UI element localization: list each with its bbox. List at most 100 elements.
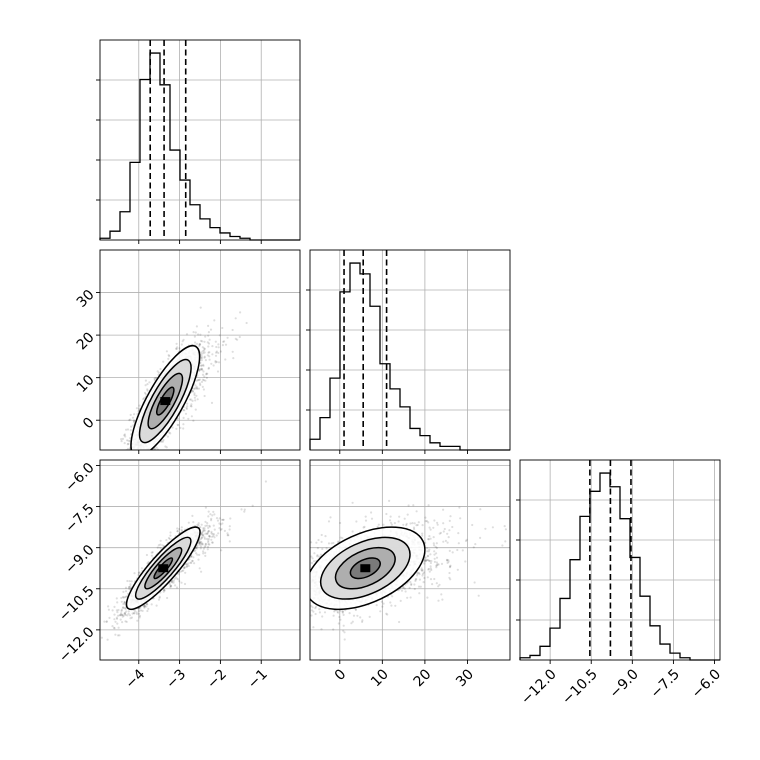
scatter-point [175,342,178,345]
scatter-point [144,384,147,387]
scatter-point [207,526,210,530]
scatter-point [208,524,211,527]
scatter-point [153,377,156,380]
scatter-point [122,602,125,606]
scatter-point [176,527,179,530]
scatter-point [316,547,319,550]
scatter-point [179,426,182,429]
scatter-point [127,587,131,590]
scatter-point [211,541,214,544]
scatter-point [171,581,174,584]
scatter-point [306,617,308,619]
scatter-point [137,573,140,577]
scatter-point [203,529,206,532]
scatter-point [212,534,215,538]
scatter-point [188,398,192,401]
scatter-point [157,371,160,374]
scatter-point [105,620,108,623]
scatter-point [185,333,189,336]
scatter-point [202,370,205,373]
scatter-point [182,409,185,412]
scatter-point [220,549,223,552]
scatter-point [228,525,231,528]
scatter-point [204,379,207,382]
scatter-point [204,359,207,362]
scatter-point [139,609,143,612]
scatter-point [215,345,218,349]
scatter-point [144,379,147,382]
scatter-point [126,579,129,583]
scatter-point [111,609,114,612]
scatter-point [429,537,432,540]
scatter-point [117,614,120,617]
scatter-point [196,553,199,556]
scatter-point [178,580,181,583]
scatter-point [433,560,436,564]
scatter-point [178,528,181,531]
scatter-point [436,523,439,526]
scatter-point [200,367,203,370]
scatter-point [164,445,167,448]
scatter-point [194,331,197,334]
scatter-point [207,515,210,518]
scatter-point [121,455,123,457]
scatter-point [159,543,162,546]
scatter-point [264,480,267,483]
scatter-point [200,570,203,573]
scatter-point [207,537,210,541]
scatter-point [218,522,221,525]
scatter-point [183,409,186,412]
scatter-point [203,545,206,548]
scatter-point [197,333,200,336]
scatter-point [156,546,159,549]
scatter-point [195,552,198,555]
scatter-point [201,378,204,381]
scatter-point [222,518,225,521]
ytick-label-p2: 30 [74,287,98,311]
scatter-point [146,388,149,391]
scatter-point [213,319,216,322]
scatter-point [203,356,206,359]
scatter-point [121,595,125,599]
scatter-point [96,647,98,649]
scatter-point [204,335,207,338]
scatter-point [213,528,216,531]
scatter-point [175,586,179,589]
scatter-point [112,626,116,629]
scatter-point [146,389,149,392]
scatter-point [155,604,158,607]
scatter-point [191,514,194,518]
scatter-point [412,526,416,529]
scatter-point [203,340,206,343]
scatter-point [119,613,122,616]
scatter-point [206,372,209,375]
scatter-point [127,439,130,442]
scatter-point [123,434,126,437]
scatter-point [181,340,184,343]
scatter-point [143,604,147,607]
scatter-point [207,345,210,348]
scatter-point [210,532,213,535]
scatter-point [130,425,133,428]
scatter-point [147,607,150,611]
scatter-point [113,605,116,609]
scatter-point [146,453,148,455]
scatter-point [138,404,141,407]
scatter-point [464,539,468,543]
scatter-point [207,331,210,334]
scatter-point [128,454,130,456]
scatter-point [122,590,125,594]
scatter-point [120,612,123,615]
scatter-point [426,576,429,579]
scatter-point [193,388,196,391]
scatter-point [312,560,316,563]
scatter-point [206,548,209,551]
scatter-point [129,429,132,432]
scatter-point [141,609,144,613]
scatter-point [390,523,393,526]
scatter-point [451,525,454,529]
scatter-point [341,610,344,613]
scatter-point [198,553,201,557]
scatter-point [198,541,201,544]
